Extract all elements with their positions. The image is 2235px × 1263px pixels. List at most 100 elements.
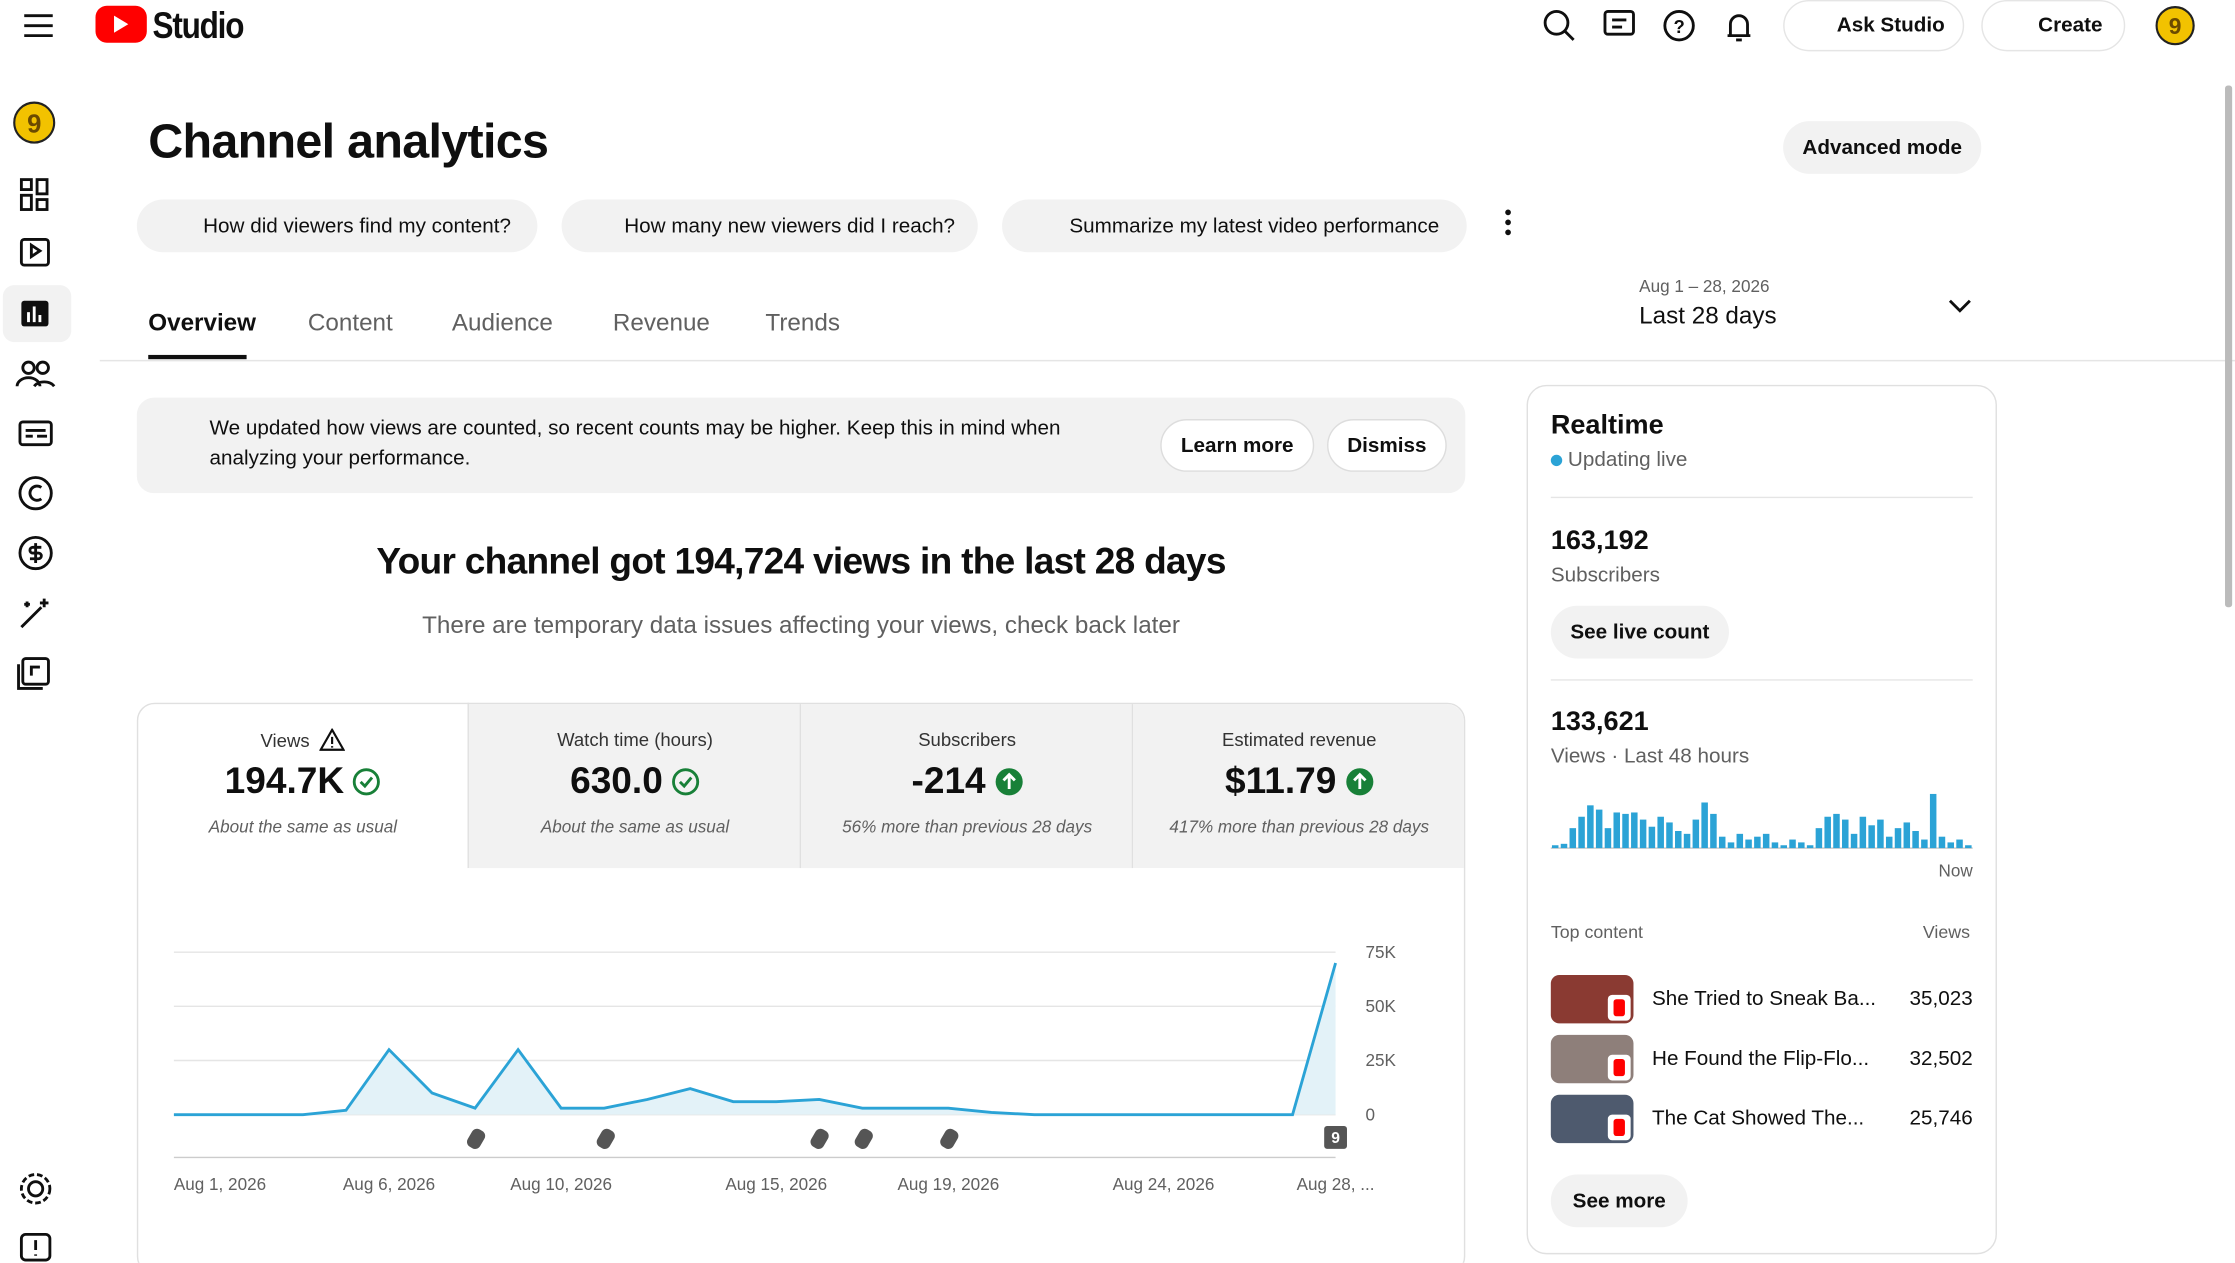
metric-value: -214 bbox=[801, 759, 1133, 803]
top-title[interactable]: She Tried to Sneak Ba... bbox=[1652, 987, 1877, 1011]
advanced-button[interactable]: Advanced mode bbox=[1783, 121, 1982, 174]
bar bbox=[1692, 819, 1700, 849]
bar bbox=[1560, 843, 1568, 849]
realtime-panel bbox=[1526, 384, 1997, 1255]
prompt-chip[interactable]: How did viewers find my content? bbox=[136, 199, 538, 253]
bar bbox=[1824, 816, 1831, 849]
metric-value: 194.7K bbox=[137, 759, 469, 803]
metric-label: Views bbox=[137, 728, 469, 751]
x-tick-label: Aug 10, 2026 bbox=[510, 1175, 612, 1194]
metric-value-text: 194.7K bbox=[224, 759, 345, 802]
warning-icon bbox=[319, 728, 346, 751]
bar bbox=[1622, 813, 1629, 849]
status-icon bbox=[672, 767, 700, 795]
bar bbox=[1798, 842, 1805, 849]
tab[interactable]: Content bbox=[307, 309, 393, 337]
top-views: 32,502 bbox=[1909, 1047, 1973, 1071]
bar bbox=[1727, 842, 1735, 849]
metric-label: Subscribers bbox=[801, 729, 1133, 750]
bar bbox=[1806, 845, 1814, 849]
page-title: Channel analytics bbox=[148, 114, 549, 169]
prompt-chip[interactable]: How many new viewers did I reach? bbox=[561, 199, 978, 253]
logo[interactable]: Studio bbox=[152, 3, 245, 47]
subscriber-count: 163,192 bbox=[1550, 525, 1649, 556]
bar bbox=[1631, 812, 1638, 849]
learn-more[interactable]: Learn more bbox=[1160, 419, 1315, 472]
line bbox=[173, 962, 1337, 1117]
bar bbox=[1745, 839, 1752, 849]
top-title[interactable]: He Found the Flip-Flo... bbox=[1652, 1047, 1870, 1071]
y-tick-label: 75K bbox=[1366, 943, 1397, 962]
date-label[interactable]: Last 28 days bbox=[1639, 302, 1777, 330]
metric-label: Estimated revenue bbox=[1133, 729, 1465, 750]
subscriber-label: Subscribers bbox=[1550, 564, 1660, 588]
metric-note-text: 56% more than previous 28 days bbox=[842, 816, 1093, 837]
now-label: Now bbox=[1939, 862, 1974, 881]
metric-tile[interactable] bbox=[137, 702, 469, 869]
bar bbox=[1578, 816, 1585, 849]
views-label: Views · Last 48 hours bbox=[1550, 745, 1750, 769]
prompt-chip[interactable]: Summarize my latest video performance bbox=[1002, 199, 1467, 253]
bar bbox=[1754, 836, 1761, 849]
bar bbox=[1868, 825, 1875, 849]
svg-text:?: ? bbox=[1673, 16, 1684, 37]
status-icon bbox=[994, 767, 1023, 795]
dismiss[interactable]: Dismiss bbox=[1327, 419, 1447, 472]
metric-note-text: About the same as usual bbox=[540, 816, 730, 837]
metric-label-text: Estimated revenue bbox=[1221, 729, 1377, 751]
bar bbox=[1718, 836, 1726, 849]
bar bbox=[1885, 836, 1893, 849]
bar bbox=[1657, 816, 1664, 849]
bar bbox=[1929, 793, 1937, 849]
tab[interactable]: Revenue bbox=[612, 309, 710, 337]
metric-label-text: Subscribers bbox=[918, 729, 1017, 751]
bar bbox=[1648, 826, 1656, 849]
bar bbox=[1587, 805, 1594, 849]
bar bbox=[1639, 819, 1647, 849]
bar bbox=[1666, 822, 1673, 849]
metric-label-text: Views bbox=[260, 729, 310, 751]
metric-tile[interactable] bbox=[1133, 704, 1464, 869]
y-tick-label: 0 bbox=[1366, 1105, 1376, 1124]
tab[interactable]: Audience bbox=[451, 309, 553, 337]
see-more[interactable]: See more bbox=[1550, 1174, 1688, 1228]
bar bbox=[1771, 842, 1779, 849]
upload-count: 9 bbox=[1331, 1130, 1340, 1147]
headline: Your channel got 194,724 views in the la… bbox=[376, 539, 1226, 583]
bar bbox=[1877, 819, 1884, 849]
x-tick-label: Aug 19, 2026 bbox=[898, 1175, 1000, 1194]
top-views-label: Views bbox=[1922, 922, 1971, 943]
metric-value: $11.79 bbox=[1133, 759, 1465, 803]
status-icon bbox=[1345, 767, 1373, 795]
metric-value-text: $11.79 bbox=[1225, 759, 1337, 802]
tab[interactable]: Trends bbox=[765, 309, 840, 337]
ask-button[interactable]: Ask Studio bbox=[1783, 0, 1965, 52]
x-tick-label: Aug 6, 2026 bbox=[343, 1175, 435, 1194]
bar bbox=[1683, 833, 1691, 849]
bar bbox=[1833, 813, 1840, 849]
metric-tile[interactable] bbox=[468, 704, 802, 869]
live-count-button[interactable]: See live count bbox=[1550, 605, 1729, 659]
subline: There are temporary data issues affectin… bbox=[422, 611, 1180, 639]
y-tick-label: 25K bbox=[1366, 1051, 1397, 1070]
metric-note: About the same as usual bbox=[137, 817, 469, 837]
status-icon bbox=[353, 767, 381, 795]
metric-value: 630.0 bbox=[469, 759, 801, 803]
tab[interactable]: Overview bbox=[148, 309, 257, 337]
realtime-status: Updating live bbox=[1567, 448, 1688, 472]
x-tick-label: Aug 1, 2026 bbox=[174, 1175, 266, 1194]
create-button[interactable]: Create bbox=[1981, 0, 2126, 52]
bar bbox=[1595, 809, 1603, 849]
date-range[interactable]: Aug 1 – 28, 2026 bbox=[1639, 276, 1770, 297]
bar bbox=[1938, 836, 1946, 849]
top-views: 35,023 bbox=[1909, 987, 1973, 1011]
bar bbox=[1956, 839, 1963, 849]
y-tick-label: 50K bbox=[1366, 997, 1397, 1016]
bar bbox=[1780, 845, 1787, 849]
views-count: 133,621 bbox=[1550, 706, 1649, 737]
realtime-title: Realtime bbox=[1550, 410, 1664, 441]
top-title[interactable]: The Cat Showed The... bbox=[1652, 1107, 1865, 1131]
metric-tile[interactable] bbox=[801, 704, 1134, 869]
